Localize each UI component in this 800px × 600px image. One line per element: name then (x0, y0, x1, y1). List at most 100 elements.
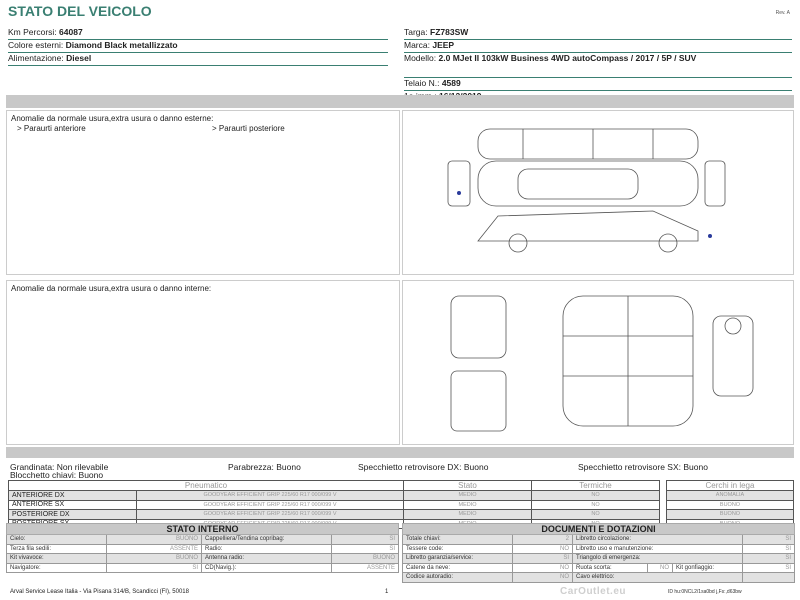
stat-specchietto-dx: Specchietto retrovisore DX: Buono (358, 462, 489, 472)
interior-damage-title: Anomalie da normale usura,extra usura o … (11, 284, 212, 293)
document-id: ID hu:0NCL2/1sa0bd j,Fs:,d63bw (668, 589, 742, 595)
watermark-logo: CarOutlet.eu (560, 586, 627, 597)
rim-status: BUONO (666, 509, 794, 520)
field-label: Triangolo di emergenza: (572, 553, 743, 564)
exterior-damage-title: Anomalie da normale usura,extra usura o … (11, 114, 214, 123)
section-row: Navigatore: SI CD(Navig.): ASSENTE (6, 562, 399, 573)
vehicle-field: Colore esterni: Diamond Black metallizza… (8, 40, 388, 53)
field-label: Terza fila sedili: (6, 543, 107, 554)
vehicle-field: Modello: 2.0 MJet II 103kW Business 4WD … (404, 53, 792, 78)
vehicle-field: Km Percorsi: 64087 (8, 27, 388, 40)
interior-damage-panel: Anomalie da normale usura,extra usura o … (6, 280, 400, 445)
stat-specchietto-sx: Specchietto retrovisore SX: Buono (578, 462, 708, 472)
damage-marker (457, 191, 461, 195)
tire-termiche: NO (531, 509, 660, 520)
damage-marker (708, 234, 712, 238)
field-value: SI (741, 562, 796, 573)
rim-row: BUONO (666, 509, 794, 520)
section-divider (6, 447, 794, 458)
field-value: 4589 (441, 78, 461, 88)
stato-interno-table: STATO INTERNO Cielo: BUONO Cappelliera/Ten… (6, 523, 399, 573)
section-row: Totale chiavi: 2 Libretto circolazione: SI (402, 534, 796, 545)
col-pneumatico: Pneumatico (8, 480, 404, 491)
field-value: NO (512, 543, 573, 554)
field-label: Libretto circolazione: (572, 534, 743, 545)
field-label: Cappelliera/Tendina copribag: (201, 534, 332, 545)
section-row: Cielo: BUONO Cappelliera/Tendina copribag:… (6, 534, 399, 545)
field-label: Catene da neve: (402, 562, 513, 573)
field-label: Navigatore: (6, 562, 107, 573)
tire-termiche: NO (531, 490, 660, 501)
damage-item: > Paraurti anteriore (17, 124, 86, 133)
field-label: Marca: (404, 40, 430, 50)
tire-stato: MEDIO (403, 509, 532, 520)
revision-label: Rev. A (775, 10, 790, 16)
field-label: Radio: (201, 543, 332, 554)
field-value: BUONO (331, 553, 399, 564)
rim-status: BUONO (666, 499, 794, 510)
field-value: SI (331, 534, 399, 545)
field-value: 64087 (59, 27, 83, 37)
field-value: JEEP (432, 40, 455, 50)
field-value: ASSENTE (331, 562, 399, 573)
tire-position: ANTERIORE SX (8, 499, 137, 510)
field-value: SI (512, 553, 573, 564)
field-label: Targa: (404, 27, 428, 37)
tire-stato: MEDIO (403, 499, 532, 510)
stat-blocchetto-chiavi: Blocchetto chiavi: Buono (10, 470, 104, 480)
field-value: NO (512, 572, 573, 583)
field-label: Cavo elettrico: (572, 572, 743, 583)
field-value: SI (741, 534, 796, 545)
vehicle-field: Alimentazione: Diesel (8, 53, 388, 66)
rim-row: ANOMALIA (666, 490, 794, 501)
documenti-table: DOCUMENTI E DOTAZIONI Totale chiavi: 2 Lib… (401, 523, 796, 583)
rim-row: BUONO (666, 499, 794, 510)
field-label: Antenna radio: (201, 553, 332, 564)
field-value: FZ783SW (430, 27, 469, 37)
exterior-damage-panel: Anomalie da normale usura,extra usura o … (6, 110, 400, 275)
tire-model: GOODYEAR EFFICIENT GRIP 225/60 R17 000/0… (136, 490, 404, 501)
field-label: Cielo: (6, 534, 107, 545)
field-label: Telaio N.: (404, 78, 440, 88)
tire-termiche: NO (531, 499, 660, 510)
page-title: STATO DEL VEICOLO (8, 3, 152, 19)
section-row: Terza fila sedili: ASSENTE Radio: SI (6, 543, 399, 554)
field-label: Tessere code: (402, 543, 513, 554)
field-value: Diesel (66, 53, 92, 63)
section-row: Catene da neve: NO Ruota scorta: NO Kit gonf… (402, 562, 796, 573)
tire-model: GOODYEAR EFFICIENT GRIP 225/60 R17 000/0… (136, 509, 404, 520)
field-label: Ruota scorta: (572, 562, 648, 573)
exterior-car-diagram (402, 110, 794, 275)
field-label: Kit vivavoce: (6, 553, 107, 564)
interior-car-diagram (402, 280, 794, 445)
field-label: Modello: (404, 53, 437, 63)
section-row: Codice autoradio: NO Cavo elettrico: (402, 572, 796, 583)
field-value: SI (106, 562, 202, 573)
col-cerchi: Cerchi in lega (666, 480, 794, 491)
section-divider (6, 95, 794, 108)
tire-stato: MEDIO (403, 490, 532, 501)
field-value: NO (647, 562, 673, 573)
vehicle-field: Telaio N.: 4589 (404, 78, 792, 91)
tire-row: POSTERIORE DX GOODYEAR EFFICIENT GRIP 225… (8, 509, 660, 520)
rims-table: Cerchi in lega ANOMALIABUONOBUONOBUONO (666, 480, 794, 529)
field-value: ASSENTE (106, 543, 202, 554)
col-termiche: Termiche (531, 480, 660, 491)
footer-address: Arval Service Lease Italia - Via Pisana … (10, 589, 189, 595)
damage-item: > Paraurti posteriore (212, 124, 285, 133)
field-value: 2 (512, 534, 573, 545)
field-label: Totale chiavi: (402, 534, 513, 545)
col-stato: Stato (403, 480, 532, 491)
section-row: Tessere code: NO Libretto uso e manutenzio… (402, 543, 796, 554)
stato-interno-title: STATO INTERNO (6, 523, 399, 535)
section-row: Libretto garanzia/service: SI Triangolo di… (402, 553, 796, 564)
field-value: Diamond Black metallizzato (65, 40, 178, 50)
field-label: Colore esterni: (8, 40, 64, 50)
tire-row: ANTERIORE SX GOODYEAR EFFICIENT GRIP 225/… (8, 499, 660, 510)
vehicle-field: Targa: FZ783SW (404, 27, 792, 40)
rim-status: ANOMALIA (666, 490, 794, 501)
field-value: NO (512, 562, 573, 573)
field-label: Kit gonfiaggio: (672, 562, 743, 573)
page-number: 1 (385, 589, 389, 595)
field-value (741, 572, 796, 583)
